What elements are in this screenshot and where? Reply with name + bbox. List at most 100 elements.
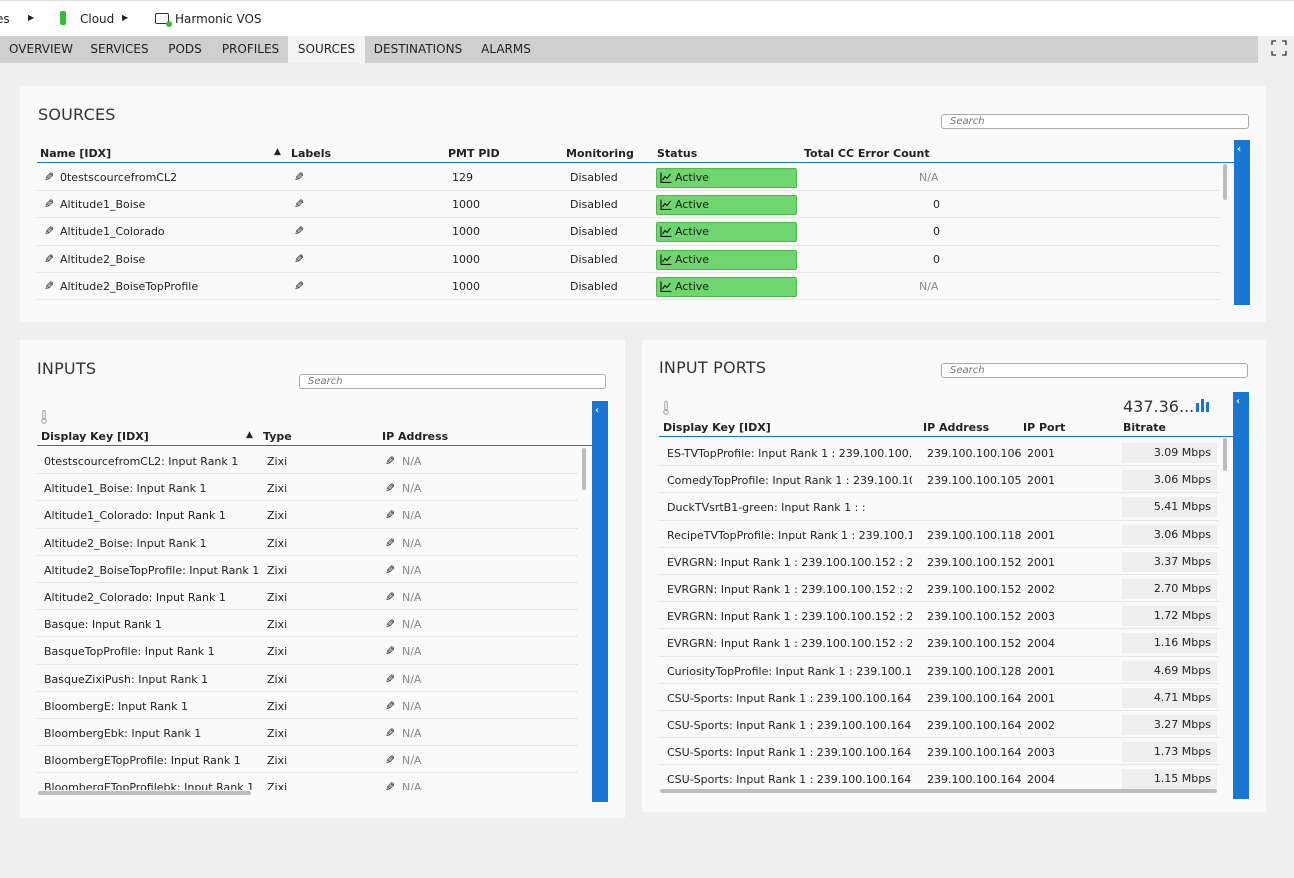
pencil-icon[interactable] — [385, 674, 397, 686]
pencil-icon[interactable] — [44, 281, 56, 293]
breadcrumb-item-first[interactable]: es — [0, 12, 10, 26]
status-badge: Active — [656, 195, 797, 216]
breadcrumb-item-vos[interactable]: Harmonic VOS — [175, 12, 262, 26]
input-ports-search-input[interactable] — [941, 363, 1248, 378]
tab-sources[interactable]: SOURCES — [288, 36, 365, 63]
pencil-icon[interactable] — [385, 619, 397, 631]
port-ip-port: 2001 — [1027, 447, 1055, 460]
breadcrumb-item-cloud[interactable]: Cloud — [80, 12, 115, 26]
pencil-icon[interactable] — [294, 281, 306, 293]
table-row[interactable] — [659, 521, 1219, 548]
table-row[interactable] — [659, 466, 1219, 494]
table-row[interactable] — [659, 548, 1219, 575]
trend-chart-icon — [660, 281, 672, 292]
inputs-side-panel-toggle[interactable]: ‹ — [592, 401, 608, 802]
table-row[interactable] — [659, 493, 1219, 521]
input-ports-col-key[interactable]: Display Key [IDX] — [663, 421, 771, 434]
sources-col-monitoring[interactable]: Monitoring — [566, 147, 634, 160]
pencil-icon[interactable] — [385, 782, 397, 790]
source-cc-count: N/A — [919, 171, 939, 184]
tab-services[interactable]: SERVICES — [90, 42, 149, 56]
fullscreen-icon[interactable] — [1271, 40, 1287, 56]
sort-asc-icon[interactable]: ▲ — [246, 430, 253, 440]
pencil-icon[interactable] — [44, 254, 56, 266]
table-row[interactable] — [659, 629, 1219, 657]
pencil-icon[interactable] — [385, 646, 397, 658]
input-ports-col-port[interactable]: IP Port — [1023, 421, 1066, 434]
table-row[interactable] — [37, 191, 1220, 219]
sources-search-input[interactable] — [941, 114, 1249, 129]
table-row[interactable] — [37, 164, 1220, 192]
pencil-icon[interactable] — [294, 254, 306, 266]
pencil-icon[interactable] — [385, 728, 397, 740]
pencil-icon[interactable] — [385, 565, 397, 577]
table-row[interactable] — [37, 583, 578, 611]
input-ip-address: N/A — [402, 645, 422, 659]
pencil-icon[interactable] — [385, 483, 397, 495]
pencil-icon[interactable] — [294, 199, 306, 211]
table-row[interactable] — [37, 273, 1220, 300]
table-row[interactable] — [37, 501, 578, 529]
sources-col-cc[interactable]: Total CC Error Count — [804, 147, 930, 160]
table-row[interactable] — [659, 602, 1219, 630]
tab-pods[interactable]: PODS — [168, 42, 202, 56]
sources-side-panel-toggle[interactable]: ‹ — [1234, 140, 1250, 305]
sort-asc-icon[interactable]: ▲ — [274, 147, 281, 157]
table-row[interactable] — [37, 556, 578, 583]
inputs-scrollbar-vertical[interactable] — [582, 448, 586, 490]
pencil-icon[interactable] — [294, 172, 306, 184]
table-row[interactable] — [37, 692, 578, 719]
inputs-search-input[interactable] — [299, 374, 606, 389]
inputs-col-key[interactable]: Display Key [IDX] — [41, 430, 149, 443]
input-type: Zixi — [267, 536, 288, 550]
pencil-icon[interactable] — [385, 510, 397, 522]
pencil-icon[interactable] — [385, 592, 397, 604]
input-ports-scrollbar-horizontal[interactable] — [660, 789, 1217, 793]
input-ports-panel: INPUT PORTS 437.36... Display Key [IDX] … — [642, 340, 1266, 812]
table-row[interactable] — [37, 218, 1220, 246]
table-row[interactable] — [659, 711, 1219, 739]
table-row[interactable] — [659, 575, 1219, 603]
sources-col-pmt[interactable]: PMT PID — [448, 147, 500, 160]
vos-device-icon — [155, 13, 172, 27]
pencil-icon[interactable] — [294, 226, 306, 238]
thermometer-icon[interactable] — [41, 410, 47, 424]
input-ports-col-ip[interactable]: IP Address — [923, 421, 990, 434]
inputs-col-type[interactable]: Type — [263, 430, 292, 443]
table-row[interactable] — [37, 447, 578, 475]
pencil-icon[interactable] — [385, 755, 397, 767]
pencil-icon[interactable] — [385, 701, 397, 713]
tab-overview[interactable]: OVERVIEW — [9, 42, 73, 56]
inputs-scrollbar-horizontal[interactable] — [38, 791, 251, 795]
input-ports-scrollbar-vertical[interactable] — [1223, 438, 1227, 471]
tab-destinations[interactable]: DESTINATIONS — [373, 42, 463, 56]
table-row[interactable] — [37, 746, 578, 774]
thermometer-icon[interactable] — [663, 401, 669, 415]
pencil-icon[interactable] — [385, 456, 397, 468]
pencil-icon[interactable] — [44, 172, 56, 184]
pencil-icon[interactable] — [44, 199, 56, 211]
tab-profiles[interactable]: PROFILES — [221, 42, 280, 56]
table-row[interactable] — [37, 529, 578, 556]
table-row[interactable] — [37, 719, 578, 747]
table-row[interactable] — [37, 246, 1220, 273]
table-row[interactable] — [37, 665, 578, 692]
sources-col-labels[interactable]: Labels — [291, 147, 332, 160]
table-row[interactable] — [37, 637, 578, 665]
table-row[interactable] — [659, 439, 1219, 467]
sources-col-name[interactable]: Name [IDX] — [40, 147, 112, 160]
sources-col-status[interactable]: Status — [657, 147, 698, 160]
table-row[interactable] — [659, 684, 1219, 711]
pencil-icon[interactable] — [385, 538, 397, 550]
sources-scrollbar[interactable] — [1223, 164, 1227, 200]
pencil-icon[interactable] — [44, 226, 56, 238]
inputs-col-ip[interactable]: IP Address — [382, 430, 449, 443]
table-row[interactable] — [37, 610, 578, 638]
table-row[interactable] — [659, 657, 1219, 684]
tab-alarms[interactable]: ALARMS — [481, 42, 531, 56]
input-ports-side-panel-toggle[interactable]: ‹ — [1233, 392, 1249, 799]
bar-chart-icon[interactable] — [1195, 398, 1211, 412]
table-row[interactable] — [37, 474, 578, 502]
input-ports-col-bitrate[interactable]: Bitrate — [1123, 421, 1166, 434]
table-row[interactable] — [659, 738, 1219, 766]
